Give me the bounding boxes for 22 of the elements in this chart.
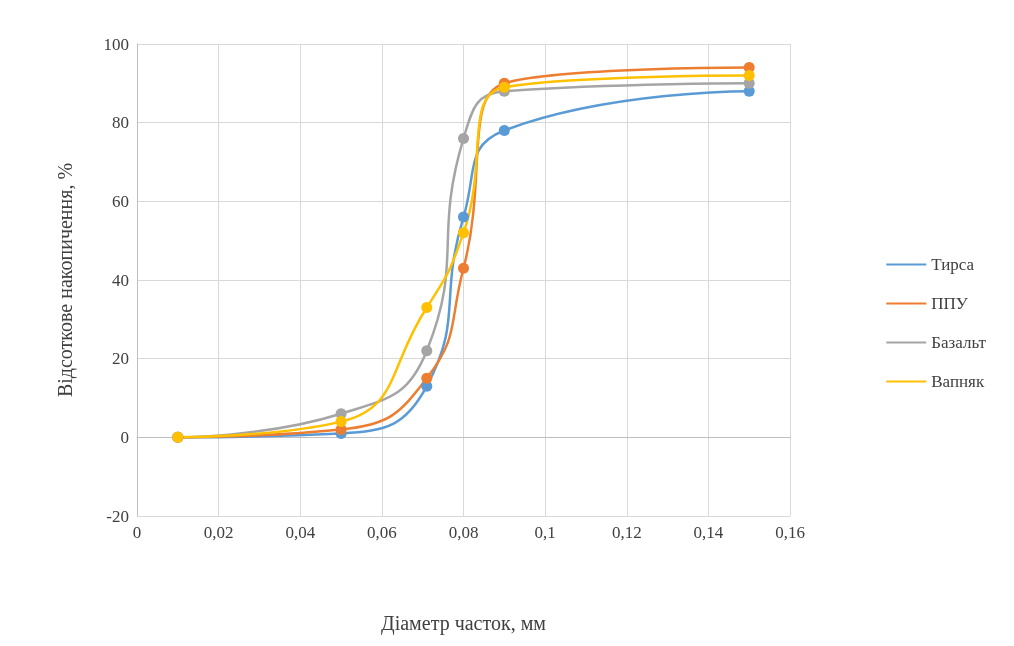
- x-tick-label: 0,04: [285, 523, 316, 542]
- y-tick-label: 100: [103, 34, 129, 54]
- y-tick-label: -20: [106, 506, 129, 526]
- x-tick-label: 0: [132, 523, 142, 542]
- legend-label: Базальт: [931, 333, 987, 352]
- legend-label: Вапняк: [931, 372, 985, 391]
- x-tick-label: 0,06: [367, 523, 397, 542]
- y-tick-label: 60: [112, 191, 129, 211]
- x-tick-label: 0,02: [203, 523, 234, 542]
- y-tick-label: 80: [112, 113, 129, 133]
- y-tick-label: 20: [112, 349, 129, 369]
- y-axis-title: Відсоткове накопичення, %: [54, 162, 77, 398]
- x-tick-label: 0,16: [775, 523, 805, 542]
- x-tick-label: 0,08: [448, 523, 479, 542]
- x-tick-label: 0,1: [534, 523, 556, 542]
- y-tick-label: 40: [112, 270, 129, 290]
- legend-label: ППУ: [931, 294, 969, 313]
- y-tick-label: 0: [120, 427, 129, 447]
- x-axis-title: Діаметр часток, мм: [381, 612, 547, 635]
- x-tick-label: 0,14: [693, 523, 724, 542]
- legend-label: Тирса: [931, 255, 975, 274]
- x-tick-label: 0,12: [611, 523, 642, 542]
